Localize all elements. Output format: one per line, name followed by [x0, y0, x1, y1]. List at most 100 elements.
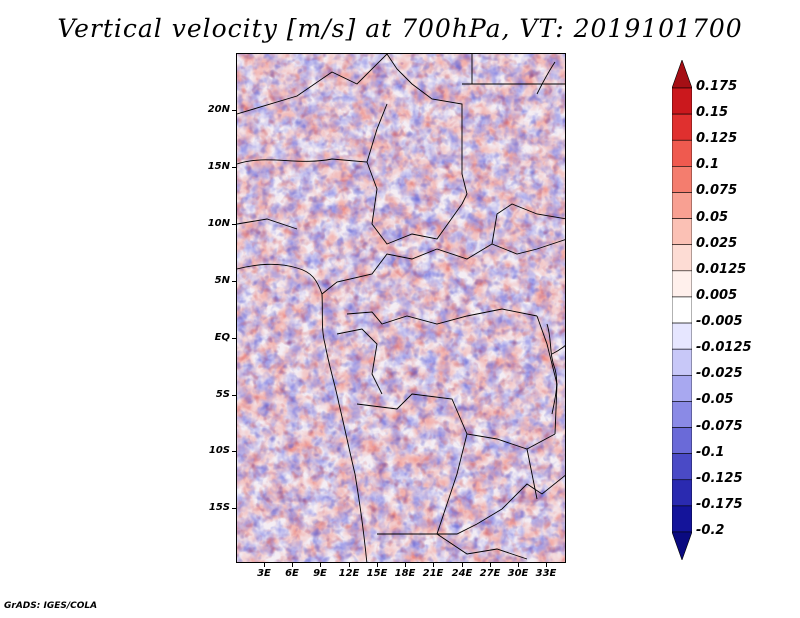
colorbar	[672, 60, 692, 560]
lat-tick	[232, 224, 236, 225]
atlantic-coastline	[237, 263, 368, 562]
colorbar-label: -0.2	[696, 523, 725, 538]
border-drc-angola	[356, 393, 556, 450]
lon-tick	[349, 563, 350, 567]
colorbar-segment	[672, 296, 692, 324]
colorbar-top-triangle	[672, 60, 692, 89]
lake-victoria-edge	[551, 345, 565, 355]
lat-label-15s: 15S	[208, 502, 230, 513]
grads-credit: GrADS: IGES/COLA	[4, 601, 98, 611]
border-west-1	[237, 218, 298, 230]
lon-label-9e: 9E	[313, 568, 327, 579]
lat-tick	[232, 167, 236, 168]
colorbar-segment	[672, 192, 692, 219]
colorbar-label: 0.15	[696, 105, 729, 121]
colorbar-label: 0.05	[696, 209, 729, 225]
colorbar-label: -0.175	[696, 496, 743, 512]
lake-tanganyika	[526, 448, 538, 500]
colorbar-segment	[672, 479, 692, 507]
colorbar-label: -0.1	[696, 444, 725, 460]
border-gabon-congo	[336, 328, 383, 395]
colorbar-label: -0.075	[696, 418, 743, 434]
colorbar-segment	[672, 374, 692, 402]
border-cameroon-car	[321, 248, 438, 295]
lon-label-15e: 15E	[366, 568, 388, 579]
lon-label-21e: 21E	[422, 568, 444, 579]
border-drc-east	[536, 315, 558, 435]
lat-tick	[232, 110, 236, 111]
border-chad-libya	[386, 54, 468, 205]
lat-tick	[232, 508, 236, 509]
colorbar-label: -0.025	[696, 366, 743, 382]
lon-label-24e: 24E	[451, 568, 473, 579]
colorbar-segment	[672, 348, 692, 376]
colorbar-segment	[672, 453, 692, 481]
colorbar-bottom-triangle	[672, 531, 692, 560]
colorbar-segment	[672, 401, 692, 428]
colorbar-segment	[672, 270, 692, 298]
colorbar-label: -0.005	[696, 314, 743, 330]
border-niger-chad	[366, 103, 388, 163]
lat-label-20n: 20N	[207, 104, 230, 115]
lat-tick	[232, 338, 236, 339]
lon-tick	[377, 563, 378, 567]
lat-label-10n: 10N	[207, 218, 230, 229]
lon-label-33e: 33E	[535, 568, 557, 579]
lon-tick	[546, 563, 547, 567]
lon-label-27e: 27E	[479, 568, 501, 579]
colorbar-label: -0.0125	[696, 340, 752, 356]
lat-tick	[232, 395, 236, 396]
lat-label-10s: 10S	[208, 445, 230, 456]
colorbar-segment	[672, 218, 692, 246]
lon-tick	[320, 563, 321, 567]
lon-tick	[518, 563, 519, 567]
nile-line	[536, 61, 556, 95]
lon-label-30e: 30E	[507, 568, 529, 579]
border-car-sudan	[436, 239, 565, 260]
lat-label-15n: 15N	[207, 161, 230, 172]
political-boundaries	[237, 54, 565, 562]
colorbar-label: 0.125	[696, 131, 738, 147]
colorbar-segment	[672, 322, 692, 350]
colorbar-label: 0.0125	[696, 261, 747, 277]
border-niger-nigeria	[237, 158, 463, 245]
colorbar-segment	[672, 139, 692, 167]
map-panel	[236, 53, 566, 563]
east-rift-line	[546, 323, 558, 415]
colorbar-segment	[672, 427, 692, 454]
colorbar-segment	[672, 113, 692, 141]
lon-label-12e: 12E	[338, 568, 360, 579]
lat-tick	[232, 451, 236, 452]
colorbar-segment	[672, 166, 692, 193]
border-south	[377, 533, 528, 560]
lon-tick	[292, 563, 293, 567]
colorbar-label: -0.125	[696, 470, 743, 486]
colorbar-segment	[672, 87, 692, 115]
colorbar-segment	[672, 505, 692, 533]
lon-tick	[433, 563, 434, 567]
border-north-1	[237, 54, 388, 115]
lat-label-5s: 5S	[215, 389, 230, 400]
strong-upward-layer	[237, 54, 565, 562]
border-sudan-s	[491, 203, 565, 245]
colorbar-label: 0.075	[696, 183, 738, 199]
lon-tick	[405, 563, 406, 567]
lon-tick	[462, 563, 463, 567]
lon-tick	[490, 563, 491, 567]
lon-label-6e: 6E	[285, 568, 299, 579]
lon-label-3e: 3E	[257, 568, 271, 579]
colorbar-label: 0.175	[696, 79, 738, 94]
lat-label-eq: EQ	[214, 332, 230, 343]
colorbar-label: 0.005	[696, 287, 738, 303]
lat-tick	[232, 281, 236, 282]
border-congo-drc-n	[346, 308, 538, 325]
colorbar-label: -0.05	[696, 392, 734, 408]
vertical-velocity-field	[237, 54, 565, 562]
colorbar-label: 0.1	[696, 157, 720, 173]
border-zambia-mozambique	[501, 475, 565, 510]
lat-label-5n: 5N	[214, 275, 230, 286]
colorbar-label: 0.025	[696, 235, 738, 251]
chart-title: Vertical velocity [m/s] at 700hPa, VT: 2…	[57, 14, 743, 43]
lon-label-18e: 18E	[394, 568, 416, 579]
colorbar-segment	[672, 244, 692, 272]
